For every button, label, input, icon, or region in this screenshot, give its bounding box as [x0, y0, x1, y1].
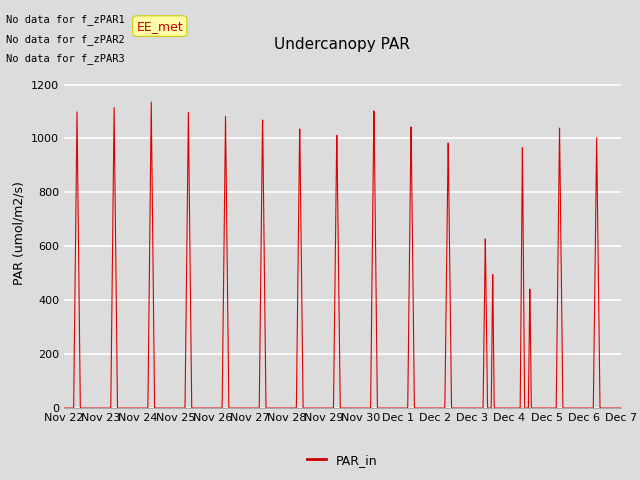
- Title: Undercanopy PAR: Undercanopy PAR: [275, 37, 410, 52]
- Text: No data for f_zPAR1: No data for f_zPAR1: [6, 14, 125, 25]
- Text: No data for f_zPAR2: No data for f_zPAR2: [6, 34, 125, 45]
- Y-axis label: PAR (umol/m2/s): PAR (umol/m2/s): [12, 181, 26, 285]
- Legend: PAR_in: PAR_in: [302, 449, 383, 472]
- Text: No data for f_zPAR3: No data for f_zPAR3: [6, 53, 125, 64]
- Text: EE_met: EE_met: [136, 20, 183, 33]
